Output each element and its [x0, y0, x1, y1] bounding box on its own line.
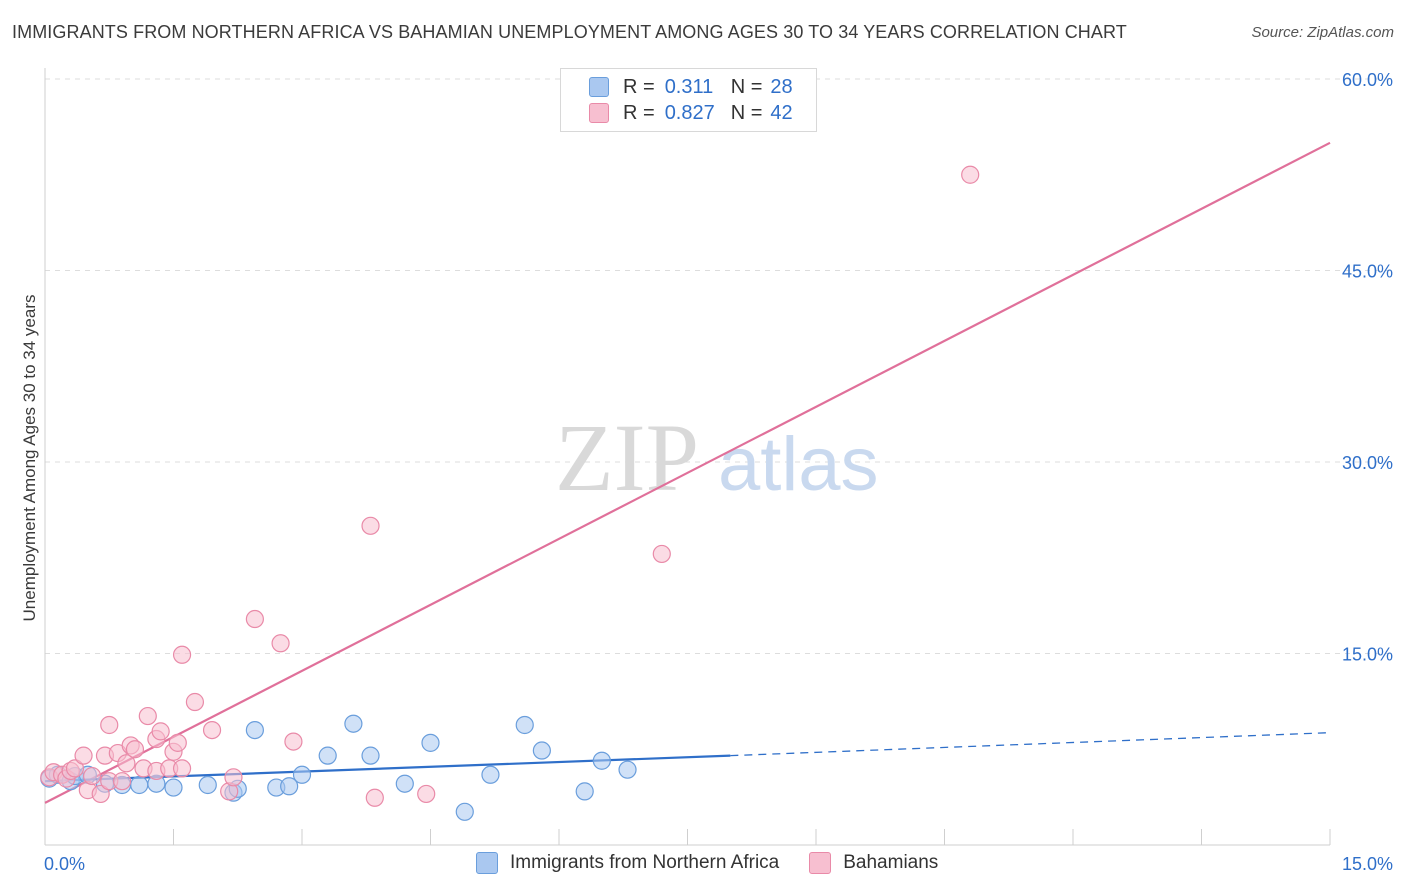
- point-northern-africa: [130, 775, 149, 795]
- point-northern-africa: [280, 777, 299, 796]
- point-northern-africa: [575, 782, 594, 801]
- point-northern-africa: [592, 751, 611, 770]
- trend-line-bahamians: [44, 141, 1331, 804]
- point-northern-africa: [292, 765, 312, 784]
- tick-labels: 15.0% 30.0% 45.0% 60.0% 0.0% 15.0%: [44, 70, 1393, 874]
- watermark-zip: ZIP: [555, 404, 699, 511]
- point-bahamians: [138, 706, 157, 726]
- point-bahamians: [117, 754, 136, 773]
- point-northern-africa: [245, 720, 264, 740]
- point-bahamians: [961, 165, 980, 184]
- legend-r-value: 0.827: [664, 101, 715, 124]
- legend-row-blue: R = 0.311 N = 28: [589, 75, 793, 99]
- point-northern-africa: [532, 741, 551, 760]
- point-northern-africa: [421, 733, 440, 752]
- point-northern-africa: [515, 715, 534, 735]
- point-bahamians: [361, 516, 380, 535]
- point-bahamians: [91, 784, 110, 804]
- axes: [44, 68, 1331, 846]
- series-label-pink: Bahamians: [843, 852, 939, 873]
- data-points: [40, 165, 980, 821]
- legend-r-label: R =: [623, 75, 655, 98]
- chart-title: IMMIGRANTS FROM NORTHERN AFRICA VS BAHAM…: [12, 22, 1127, 42]
- y-tick-label: 60.0%: [1342, 70, 1393, 90]
- grid-lines: [45, 78, 1392, 654]
- point-bahamians: [172, 645, 192, 664]
- y-axis-label: Unemployment Among Ages 30 to 34 years: [20, 294, 39, 621]
- point-bahamians: [151, 722, 170, 741]
- point-bahamians: [83, 766, 102, 786]
- pink-swatch: [589, 103, 609, 123]
- point-northern-africa: [481, 765, 500, 784]
- point-bahamians: [65, 759, 85, 778]
- series-legend: Immigrants from Northern Africa Bahamian…: [476, 852, 968, 874]
- legend-r-value: 0.311: [664, 75, 714, 98]
- watermark-atlas: atlas: [718, 422, 879, 507]
- point-bahamians: [100, 715, 119, 735]
- point-bahamians: [652, 544, 671, 564]
- y-tick-label: 15.0%: [1342, 645, 1393, 665]
- point-northern-africa: [361, 746, 380, 765]
- legend-n-value: 42: [770, 101, 793, 124]
- legend-r-label: R =: [623, 101, 655, 124]
- blue-swatch: [589, 77, 609, 97]
- legend-n-value: 28: [770, 75, 793, 98]
- point-northern-africa: [318, 746, 337, 765]
- series-legend-pink: Bahamians: [809, 852, 938, 874]
- blue-swatch: [476, 852, 498, 874]
- point-northern-africa: [455, 802, 474, 821]
- point-bahamians: [112, 772, 132, 791]
- pink-swatch: [809, 852, 832, 874]
- point-bahamians: [202, 720, 222, 740]
- y-tick-label: 45.0%: [1342, 262, 1393, 282]
- point-northern-africa: [344, 714, 363, 733]
- watermark: ZIP atlas: [555, 404, 879, 511]
- legend-row-pink: R = 0.827 N = 42: [589, 101, 793, 125]
- trend-line-northern-africa-extension: [730, 732, 1331, 757]
- trend-lines: [44, 141, 1331, 804]
- point-bahamians: [172, 759, 192, 778]
- point-bahamians: [168, 733, 187, 752]
- point-bahamians: [125, 740, 145, 759]
- point-bahamians: [271, 634, 290, 653]
- legend-n-label: N =: [730, 75, 763, 98]
- point-bahamians: [224, 768, 243, 787]
- y-axis-label-wrap: Unemployment Among Ages 30 to 34 years: [18, 265, 42, 650]
- point-bahamians: [245, 609, 264, 629]
- point-northern-africa: [164, 778, 183, 797]
- point-bahamians: [74, 746, 93, 765]
- legend-n-label: N =: [730, 101, 763, 124]
- y-tick-label: 30.0%: [1342, 453, 1393, 473]
- correlation-legend: R = 0.311 N = 28 R = 0.827 N = 42: [560, 68, 817, 132]
- point-northern-africa: [618, 760, 637, 779]
- point-bahamians: [185, 692, 205, 712]
- series-label-blue: Immigrants from Northern Africa: [510, 852, 780, 873]
- x-tick-label: 0.0%: [44, 854, 85, 874]
- source-label: Source: ZipAtlas.com: [1251, 24, 1394, 41]
- point-northern-africa: [198, 775, 217, 795]
- point-bahamians: [284, 732, 303, 751]
- x-tick-label: 15.0%: [1342, 854, 1393, 874]
- point-bahamians: [417, 784, 436, 804]
- series-legend-blue: Immigrants from Northern Africa: [476, 852, 779, 874]
- point-bahamians: [365, 788, 384, 807]
- point-northern-africa: [395, 774, 414, 793]
